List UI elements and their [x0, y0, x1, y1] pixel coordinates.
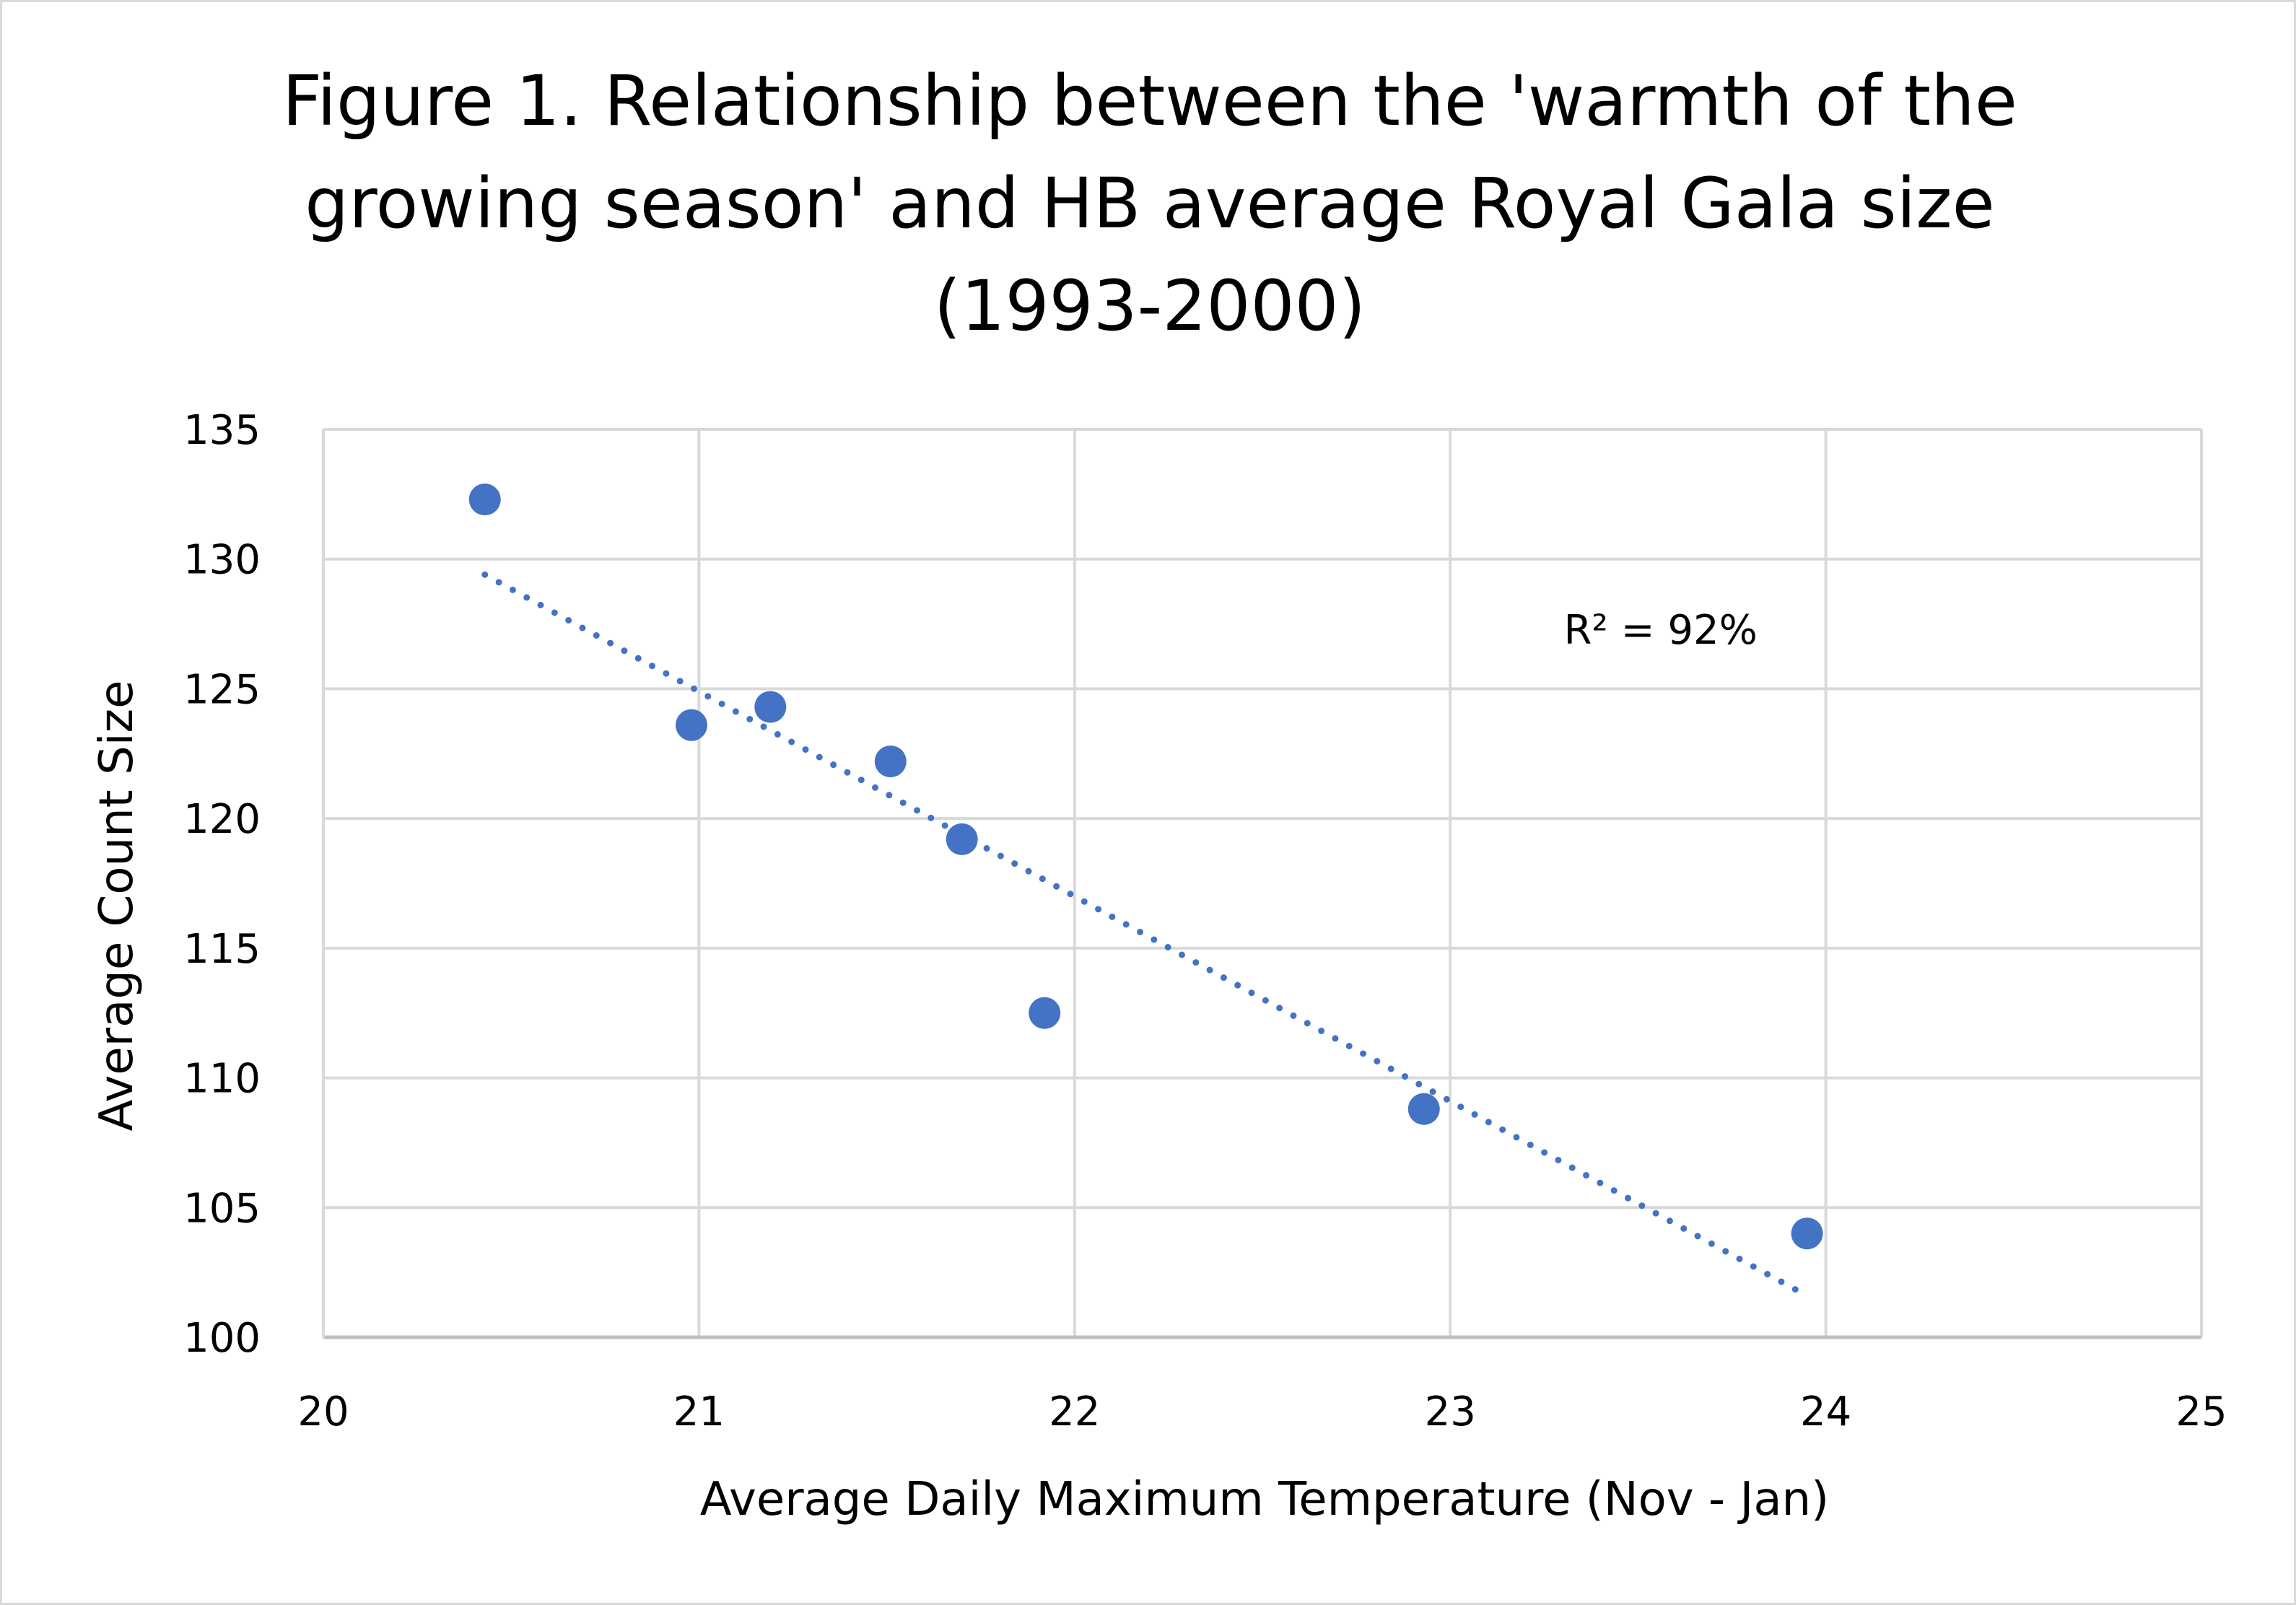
data-point-7 [1407, 1093, 1440, 1125]
x-tick-label-20: 20 [297, 1388, 349, 1435]
x-tick-labels: 20 21 22 23 24 25 [297, 1388, 2227, 1435]
x-tick-label-25: 25 [2175, 1388, 2227, 1435]
data-point-1 [468, 484, 501, 516]
chart-title: Figure 1. Relationship between the 'warm… [282, 61, 2017, 346]
data-point-2 [675, 709, 707, 741]
data-point-6 [1029, 997, 1061, 1029]
data-point-3 [754, 691, 787, 723]
y-tick-label-125: 125 [183, 666, 261, 713]
y-tick-label-110: 110 [183, 1056, 261, 1103]
data-point-8 [1791, 1217, 1823, 1250]
x-tick-label-23: 23 [1425, 1388, 1476, 1435]
x-tick-label-24: 24 [1800, 1388, 1851, 1435]
axes [322, 429, 2201, 1339]
x-tick-label-22: 22 [1049, 1388, 1100, 1435]
chart-title-line-1: Figure 1. Relationship between the 'warm… [282, 61, 2017, 141]
trendline-line [481, 571, 1811, 1299]
gridlines [323, 428, 2203, 1337]
x-tick-label-21: 21 [673, 1388, 725, 1435]
trendline [481, 571, 1811, 1299]
chart-title-line-3: (1993-2000) [934, 266, 1366, 346]
data-point-5 [946, 823, 978, 855]
data-points [468, 484, 1823, 1250]
y-tick-label-130: 130 [183, 537, 261, 584]
y-tick-label-135: 135 [183, 407, 261, 454]
data-point-4 [874, 745, 907, 778]
x-axis-title: Average Daily Maximum Temperature (Nov -… [700, 1473, 1829, 1526]
chart-title-line-2: growing season' and HB average Royal Gal… [305, 163, 1994, 244]
y-tick-label-115: 115 [183, 926, 261, 973]
y-tick-labels: 100 105 110 115 120 125 130 135 [183, 407, 261, 1362]
y-tick-label-105: 105 [183, 1185, 261, 1232]
r-squared-annotation: R² = 92% [1563, 607, 1757, 654]
y-axis-title: Average Count Size [90, 681, 144, 1132]
y-tick-label-120: 120 [183, 796, 261, 843]
y-tick-label-100: 100 [183, 1315, 261, 1362]
